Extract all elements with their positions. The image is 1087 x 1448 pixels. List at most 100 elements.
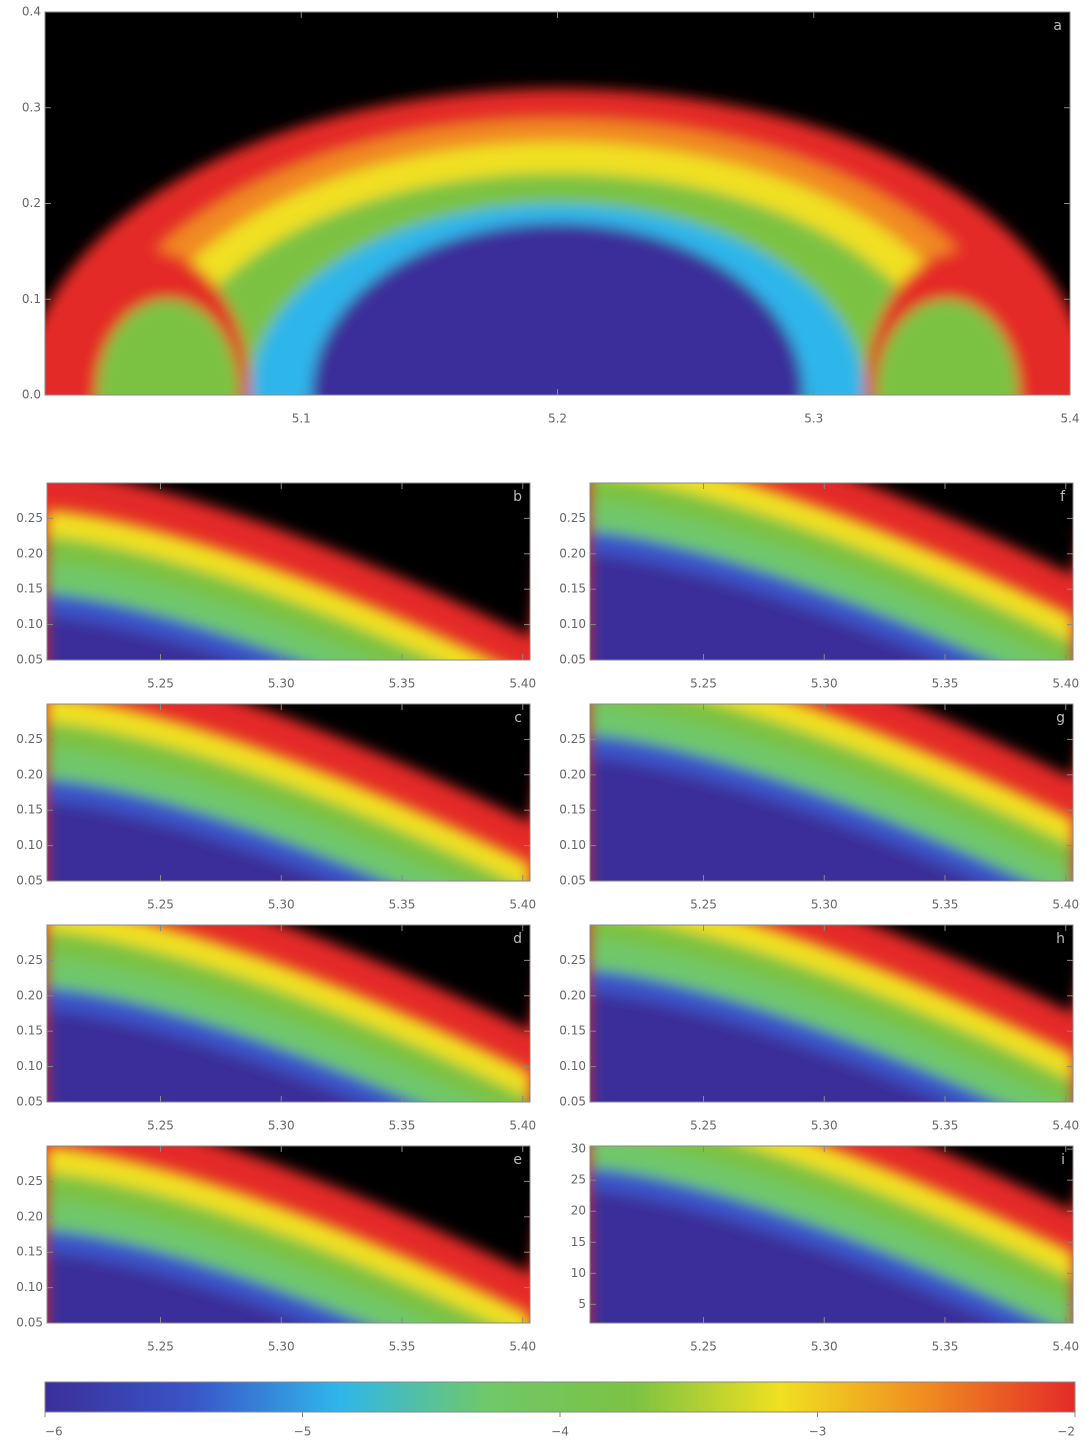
y-tick-label: 0.10 [16, 1059, 43, 1073]
map [590, 845, 1087, 1160]
x-tick-label: 5.3 [804, 412, 823, 426]
x-tick-label: 5.25 [690, 898, 717, 912]
map [47, 863, 550, 1178]
map [47, 1105, 550, 1420]
y-tick-label: 0.15 [16, 1024, 43, 1038]
x-tick-label: 5.40 [509, 898, 536, 912]
panel-label: g [1056, 710, 1065, 726]
x-tick-label: 5.30 [811, 1119, 838, 1133]
x-tick-label: 5.25 [147, 898, 174, 912]
colorbar-tick-label: −3 [809, 1425, 827, 1439]
y-tick-label: 0.1 [22, 292, 41, 306]
x-tick-label: 5.25 [690, 1119, 717, 1133]
y-tick-label: 0.05 [16, 874, 43, 888]
x-tick-label: 5.35 [389, 1340, 416, 1354]
y-tick-label: 0.15 [16, 1245, 43, 1259]
y-tick-label: 0.05 [16, 653, 43, 667]
x-tick-label: 5.40 [1052, 677, 1079, 691]
x-tick-label: 5.30 [268, 1340, 295, 1354]
x-tick-label: 5.2 [548, 412, 567, 426]
y-tick-label: 25 [571, 1173, 586, 1187]
y-tick-label: 0.0 [22, 388, 41, 402]
x-tick-label: 5.35 [389, 898, 416, 912]
x-tick-label: 5.30 [268, 1119, 295, 1133]
y-tick-label: 0.25 [559, 953, 586, 967]
y-tick-label: 0.15 [559, 803, 586, 817]
x-tick-label: 5.35 [932, 898, 959, 912]
y-tick-label: 0.25 [16, 953, 43, 967]
y-tick-label: 0.15 [16, 803, 43, 817]
panel-label: a [1053, 18, 1062, 34]
y-tick-label: 0.20 [16, 546, 43, 560]
y-tick-label: 0.05 [16, 1316, 43, 1330]
y-tick-label: 0.05 [16, 1095, 43, 1109]
panel-label: h [1056, 931, 1065, 947]
x-tick-label: 5.25 [147, 677, 174, 691]
map [47, 654, 550, 969]
x-tick-label: 5.25 [690, 1340, 717, 1354]
y-tick-label: 0.3 [22, 100, 41, 114]
x-tick-label: 5.25 [690, 677, 717, 691]
y-tick-label: 0.10 [16, 838, 43, 852]
y-tick-label: 0.15 [559, 1024, 586, 1038]
y-tick-label: 0.25 [559, 511, 586, 525]
y-tick-label: 5 [578, 1297, 586, 1311]
colorbar-tick-label: −2 [1057, 1425, 1075, 1439]
y-tick-label: 0.10 [16, 1280, 43, 1294]
colorbar-tick-label: −6 [45, 1425, 63, 1439]
y-tick-label: 0.10 [559, 617, 586, 631]
panel-label: b [513, 489, 522, 505]
x-tick-label: 5.40 [509, 677, 536, 691]
y-tick-label: 0.20 [559, 988, 586, 1002]
colorbar-tick-label: −5 [294, 1425, 312, 1439]
x-tick-label: 5.4 [1060, 412, 1079, 426]
x-tick-label: 5.35 [389, 1119, 416, 1133]
y-tick-label: 0.25 [559, 732, 586, 746]
colorbar-tick-label: −4 [551, 1425, 569, 1439]
x-tick-label: 5.40 [1052, 1340, 1079, 1354]
x-tick-label: 5.30 [811, 677, 838, 691]
y-tick-label: 15 [571, 1235, 586, 1249]
y-tick-label: 0.20 [559, 546, 586, 560]
y-tick-label: 0.05 [559, 874, 586, 888]
x-tick-label: 5.35 [389, 677, 416, 691]
y-tick-label: 0.10 [559, 838, 586, 852]
y-tick-label: 0.25 [16, 511, 43, 525]
y-tick-label: 0.25 [16, 1174, 43, 1188]
y-tick-label: 0.10 [559, 1059, 586, 1073]
y-tick-label: 0.15 [559, 582, 586, 596]
x-tick-label: 5.30 [268, 677, 295, 691]
y-tick-label: 0.20 [16, 1209, 43, 1223]
panel-label: e [513, 1152, 522, 1168]
x-tick-label: 5.30 [811, 1340, 838, 1354]
colorbar [45, 1382, 1075, 1412]
y-tick-label: 0.20 [559, 767, 586, 781]
y-tick-label: 30 [571, 1142, 586, 1156]
x-tick-label: 5.35 [932, 1340, 959, 1354]
y-tick-label: 0.2 [22, 196, 41, 210]
x-tick-label: 5.40 [509, 1340, 536, 1354]
y-tick-label: 0.10 [16, 617, 43, 631]
y-tick-label: 20 [571, 1204, 586, 1218]
x-tick-label: 5.25 [147, 1119, 174, 1133]
figure: a 5.1 5.2 5.3 5.4 0.0 0.1 0.2 0.3 0.4 b 5.25 5.30 5.3… [0, 0, 1087, 1444]
y-tick-label: 0.20 [16, 988, 43, 1002]
map [590, 407, 1087, 722]
y-tick-label: 0.15 [16, 582, 43, 596]
panel-label: i [1061, 1152, 1065, 1168]
x-tick-label: 5.1 [292, 412, 311, 426]
x-tick-label: 5.35 [932, 1119, 959, 1133]
x-tick-label: 5.25 [147, 1340, 174, 1354]
x-tick-label: 5.30 [268, 898, 295, 912]
y-tick-label: 0.05 [559, 653, 586, 667]
x-tick-label: 5.35 [932, 677, 959, 691]
y-tick-label: 0.4 [22, 5, 41, 19]
y-tick-label: 0.05 [559, 1095, 586, 1109]
x-tick-label: 5.30 [811, 898, 838, 912]
y-tick-label: 0.25 [16, 732, 43, 746]
x-tick-label: 5.40 [1052, 898, 1079, 912]
page: {"chart_data": [ {"type": "heatmap", "la… [0, 0, 1087, 1448]
y-tick-label: 0.20 [16, 767, 43, 781]
x-tick-label: 5.40 [509, 1119, 536, 1133]
x-tick-label: 5.40 [1052, 1119, 1079, 1133]
